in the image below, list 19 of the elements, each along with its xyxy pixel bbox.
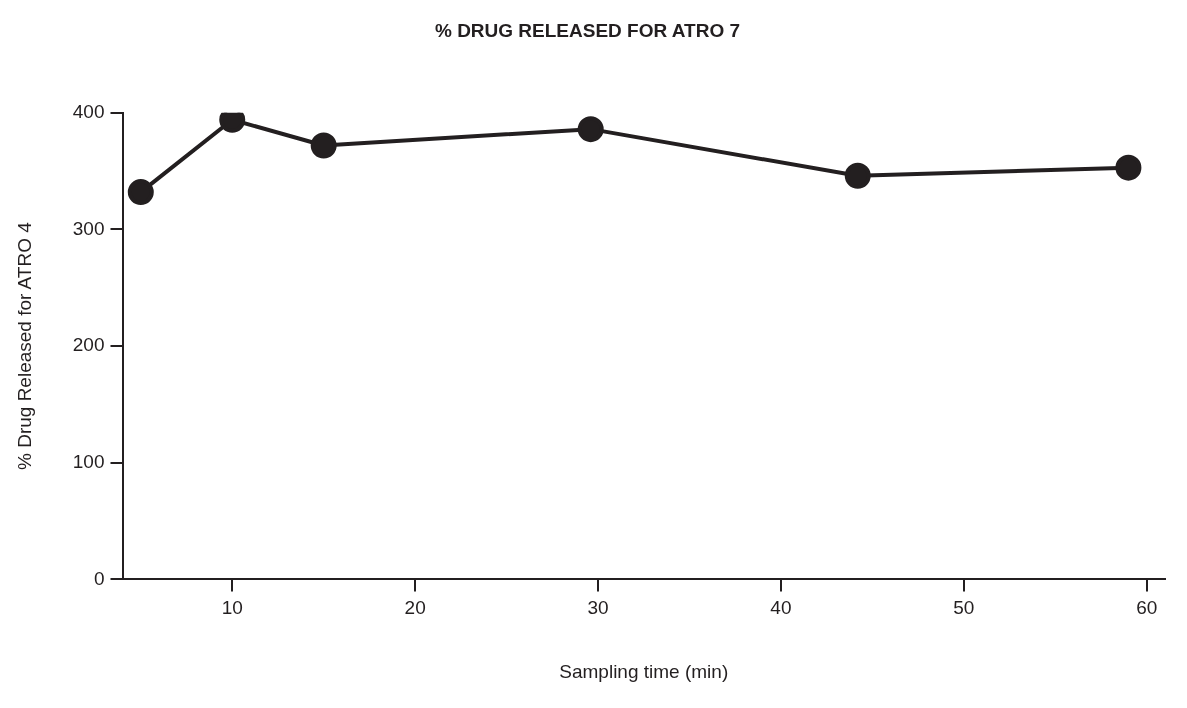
- y-tick-label: 400: [72, 101, 105, 123]
- point: [127, 179, 154, 206]
- x-tick-label: 20: [404, 597, 426, 619]
- x-tick-label: 60: [1136, 597, 1158, 619]
- x-tick-label: 10: [221, 597, 243, 619]
- y-tick-label: 200: [72, 334, 105, 356]
- y-axis-title: % Drug Released for ATRO 4: [13, 221, 35, 471]
- point: [310, 132, 337, 159]
- y-tick-label: 0: [93, 567, 105, 589]
- x-tick-label: 40: [770, 597, 792, 619]
- x-axis-title: Sampling time (min): [559, 660, 729, 682]
- x-tick-label: 50: [953, 597, 975, 619]
- point: [577, 116, 604, 143]
- y-tick-label: 300: [72, 217, 105, 239]
- chart-title: % DRUG RELEASED FOR ATRO 7: [434, 19, 741, 41]
- point: [1115, 154, 1142, 181]
- x-tick-label: 30: [587, 597, 609, 619]
- y-tick-label: 100: [72, 450, 105, 472]
- point: [844, 162, 871, 189]
